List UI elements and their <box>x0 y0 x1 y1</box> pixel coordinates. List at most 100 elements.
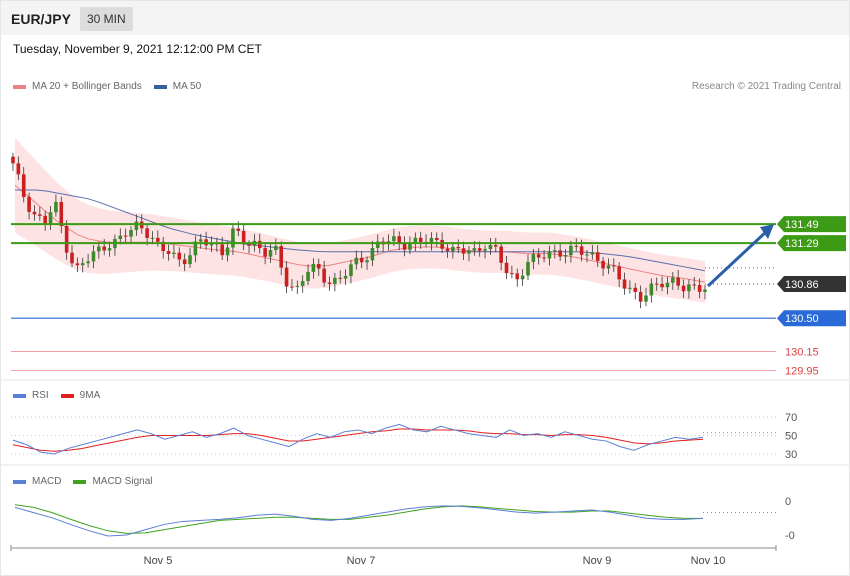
candle-body <box>161 241 166 252</box>
level-pivot-3-label: 130.50 <box>785 313 819 325</box>
candle-body <box>703 289 707 292</box>
candle-body <box>123 235 128 237</box>
candle-body <box>456 246 461 249</box>
candle-body <box>660 283 664 288</box>
candle-body <box>322 268 326 283</box>
candle-body <box>552 250 557 252</box>
candle-body <box>177 252 182 260</box>
candle-body <box>268 250 273 257</box>
candle-body <box>601 260 605 269</box>
candle-body <box>638 292 643 302</box>
rsi-tick-label: 30 <box>785 449 797 461</box>
candle-body <box>43 215 47 224</box>
x-tick-label: Nov 5 <box>144 555 173 567</box>
bollinger-band <box>15 137 705 304</box>
candle-body <box>54 201 58 213</box>
candle-body <box>488 245 493 250</box>
candle-body <box>231 228 235 248</box>
candle-body <box>21 174 26 198</box>
candle-body <box>510 273 514 275</box>
candle-body <box>451 246 455 252</box>
candle-body <box>349 264 353 276</box>
candle-body <box>579 246 584 255</box>
candle-body <box>397 236 402 243</box>
macd-swatch <box>13 479 26 484</box>
candle-body <box>198 239 203 242</box>
macd-line <box>14 505 704 537</box>
candle-body <box>370 247 375 261</box>
candle-body <box>542 257 546 259</box>
candle-body <box>188 255 192 265</box>
candle-body <box>311 264 316 272</box>
candle-body <box>467 250 471 254</box>
x-tick-label: Nov 7 <box>347 555 376 567</box>
macd-legend-label: MACD <box>32 476 62 487</box>
ma20-swatch <box>13 84 26 89</box>
candle-body <box>16 163 21 175</box>
candle-body <box>531 254 536 262</box>
level-resistance-0-tag <box>777 216 846 233</box>
candle-body <box>86 261 90 264</box>
candle-body <box>279 246 284 268</box>
forecast-arrow-shaft <box>706 227 772 288</box>
candle-body <box>102 246 106 251</box>
candle-body <box>617 266 621 280</box>
candle-body <box>520 275 525 280</box>
candle-body <box>300 281 305 286</box>
rsi-legend-label: RSI <box>32 390 49 401</box>
candle-body <box>354 257 359 265</box>
rsi-tick-label: 70 <box>785 412 797 424</box>
rsi-ma-line <box>12 428 704 452</box>
candle-body <box>295 285 300 287</box>
candle-body <box>440 239 444 249</box>
candle-body <box>504 262 509 274</box>
candle-body <box>676 277 680 286</box>
candle-body <box>290 286 294 288</box>
ma50-legend-label: MA 50 <box>172 81 202 92</box>
candle-body <box>59 201 64 226</box>
macd-signal-swatch <box>73 479 87 484</box>
candle-body <box>107 248 112 251</box>
level-current-2-tag <box>777 276 846 292</box>
candle-body <box>563 255 568 257</box>
candle-body <box>402 242 407 250</box>
x-tick-label: Nov 9 <box>583 555 612 567</box>
candle-body <box>654 283 659 285</box>
candle-body <box>628 287 632 289</box>
candle-body <box>413 237 418 244</box>
candle-body <box>574 245 579 247</box>
rsi-tick-label: 50 <box>785 431 797 443</box>
macd-legend: MACD MACD Signal <box>13 476 164 487</box>
candle-body <box>536 254 541 258</box>
candle-body <box>434 237 439 240</box>
header-bar: EUR/JPY 30 MIN <box>1 1 849 35</box>
candle-body <box>284 267 289 287</box>
candle-body <box>585 254 589 256</box>
forecast-arrow-head <box>760 224 774 240</box>
candle-body <box>274 246 278 251</box>
candle-body <box>343 275 348 279</box>
symbol-label: EUR/JPY <box>11 11 71 27</box>
candle-body <box>697 285 702 292</box>
candle-body <box>365 260 369 263</box>
candle-body <box>150 237 155 239</box>
candle-body <box>590 252 595 255</box>
candle-body <box>606 265 611 269</box>
candle-body <box>27 197 31 212</box>
candle-body <box>665 282 670 288</box>
timeframe-badge[interactable]: 30 MIN <box>80 7 133 31</box>
candle-body <box>263 248 267 257</box>
candle-body <box>129 230 133 237</box>
candle-body <box>145 228 149 238</box>
candle-body <box>445 248 450 252</box>
datetime-label: Tuesday, November 9, 2021 12:12:00 PM CE… <box>13 42 262 56</box>
level-current-2-label: 130.86 <box>785 279 819 291</box>
level-pivot-3-tag <box>777 310 846 327</box>
candle-body <box>64 225 69 253</box>
candle-body <box>649 283 654 296</box>
candle-body <box>499 246 503 263</box>
candle-body <box>97 246 101 252</box>
candle-body <box>595 252 600 261</box>
candle-body <box>225 247 230 256</box>
